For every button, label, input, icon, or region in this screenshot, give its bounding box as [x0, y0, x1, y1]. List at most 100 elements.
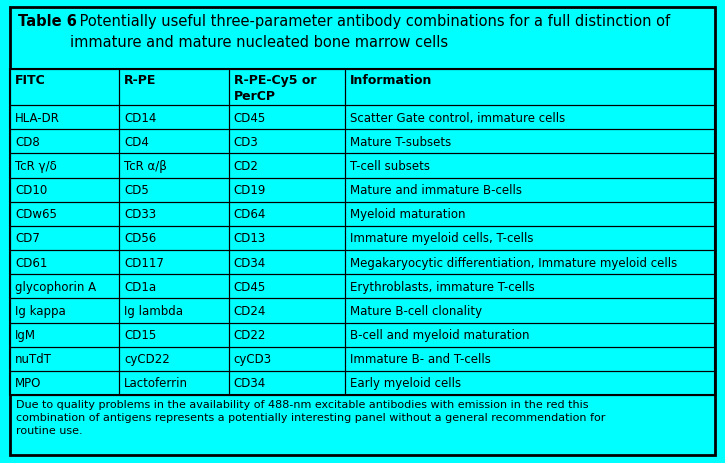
- Bar: [10, 70, 120, 106]
- Text: B-cell and myeloid maturation: B-cell and myeloid maturation: [350, 328, 529, 341]
- Bar: [10, 202, 120, 226]
- Text: cyCD3: cyCD3: [233, 352, 272, 365]
- Bar: [10, 106, 120, 130]
- Text: FITC: FITC: [15, 74, 46, 87]
- Bar: [228, 106, 345, 130]
- Bar: [120, 70, 228, 106]
- Bar: [10, 323, 120, 347]
- Text: Erythroblasts, immature T-cells: Erythroblasts, immature T-cells: [350, 280, 534, 293]
- Bar: [10, 275, 120, 299]
- Bar: [120, 371, 228, 395]
- Text: Myeloid maturation: Myeloid maturation: [350, 208, 465, 221]
- Text: Mature T-subsets: Mature T-subsets: [350, 136, 451, 149]
- Text: Table 6: Table 6: [18, 14, 77, 29]
- Text: CD64: CD64: [233, 208, 266, 221]
- Text: Ig kappa: Ig kappa: [15, 304, 66, 317]
- Bar: [345, 226, 715, 250]
- Text: CD34: CD34: [233, 376, 266, 389]
- Bar: [345, 178, 715, 202]
- Bar: [345, 70, 715, 106]
- Bar: [120, 130, 228, 154]
- Bar: [228, 299, 345, 323]
- Bar: [228, 275, 345, 299]
- Bar: [120, 154, 228, 178]
- Bar: [228, 323, 345, 347]
- Text: Information: Information: [350, 74, 432, 87]
- Text: CD117: CD117: [124, 256, 164, 269]
- Bar: [228, 202, 345, 226]
- Bar: [345, 299, 715, 323]
- Bar: [10, 299, 120, 323]
- Text: Scatter Gate control, immature cells: Scatter Gate control, immature cells: [350, 111, 565, 124]
- Bar: [345, 275, 715, 299]
- Text: T-cell subsets: T-cell subsets: [350, 160, 430, 173]
- Bar: [228, 226, 345, 250]
- Text: TcR α/β: TcR α/β: [124, 160, 167, 173]
- Text: TcR γ/δ: TcR γ/δ: [15, 160, 57, 173]
- Text: CD22: CD22: [233, 328, 266, 341]
- Text: CD34: CD34: [233, 256, 266, 269]
- Text: CD15: CD15: [124, 328, 157, 341]
- Bar: [120, 106, 228, 130]
- Bar: [228, 178, 345, 202]
- Text: Immature B- and T-cells: Immature B- and T-cells: [350, 352, 491, 365]
- Bar: [10, 178, 120, 202]
- Text: Due to quality problems in the availability of 488-nm excitable antibodies with : Due to quality problems in the availabil…: [16, 399, 605, 436]
- Bar: [345, 371, 715, 395]
- Text: CD33: CD33: [124, 208, 157, 221]
- Bar: [120, 178, 228, 202]
- Bar: [228, 154, 345, 178]
- Text: Immature myeloid cells, T-cells: Immature myeloid cells, T-cells: [350, 232, 534, 245]
- Bar: [345, 130, 715, 154]
- Bar: [10, 250, 120, 275]
- Text: Mature B-cell clonality: Mature B-cell clonality: [350, 304, 482, 317]
- Bar: [120, 323, 228, 347]
- Text: R-PE-Cy5 or
PerCP: R-PE-Cy5 or PerCP: [233, 74, 316, 103]
- Text: CD2: CD2: [233, 160, 258, 173]
- Text: CD1a: CD1a: [124, 280, 157, 293]
- Text: CDw65: CDw65: [15, 208, 57, 221]
- Bar: [120, 299, 228, 323]
- Bar: [228, 371, 345, 395]
- Bar: [120, 202, 228, 226]
- Text: HLA-DR: HLA-DR: [15, 111, 60, 124]
- Text: CD56: CD56: [124, 232, 157, 245]
- Text: CD45: CD45: [233, 280, 266, 293]
- Bar: [345, 323, 715, 347]
- Text: CD45: CD45: [233, 111, 266, 124]
- Text: Lactoferrin: Lactoferrin: [124, 376, 188, 389]
- Bar: [120, 275, 228, 299]
- Text: CD10: CD10: [15, 184, 47, 197]
- Text: CD7: CD7: [15, 232, 40, 245]
- Text: : Potentially useful three-parameter antibody combinations for a full distinctio: : Potentially useful three-parameter ant…: [70, 14, 670, 50]
- Text: Early myeloid cells: Early myeloid cells: [350, 376, 461, 389]
- Bar: [345, 106, 715, 130]
- Text: CD19: CD19: [233, 184, 266, 197]
- Bar: [228, 250, 345, 275]
- Text: CD61: CD61: [15, 256, 47, 269]
- Bar: [345, 250, 715, 275]
- Text: R-PE: R-PE: [124, 74, 157, 87]
- Bar: [345, 154, 715, 178]
- Bar: [345, 347, 715, 371]
- Bar: [10, 371, 120, 395]
- Bar: [10, 226, 120, 250]
- Text: nuTdT: nuTdT: [15, 352, 52, 365]
- Text: Ig lambda: Ig lambda: [124, 304, 183, 317]
- Bar: [228, 347, 345, 371]
- Bar: [10, 70, 715, 395]
- Bar: [10, 130, 120, 154]
- Bar: [228, 130, 345, 154]
- Text: CD4: CD4: [124, 136, 149, 149]
- Bar: [120, 347, 228, 371]
- Bar: [120, 226, 228, 250]
- Bar: [345, 202, 715, 226]
- Text: MPO: MPO: [15, 376, 41, 389]
- Text: CD8: CD8: [15, 136, 40, 149]
- Text: CD5: CD5: [124, 184, 149, 197]
- Text: cyCD22: cyCD22: [124, 352, 170, 365]
- Text: IgM: IgM: [15, 328, 36, 341]
- Bar: [120, 250, 228, 275]
- Bar: [10, 154, 120, 178]
- Text: CD14: CD14: [124, 111, 157, 124]
